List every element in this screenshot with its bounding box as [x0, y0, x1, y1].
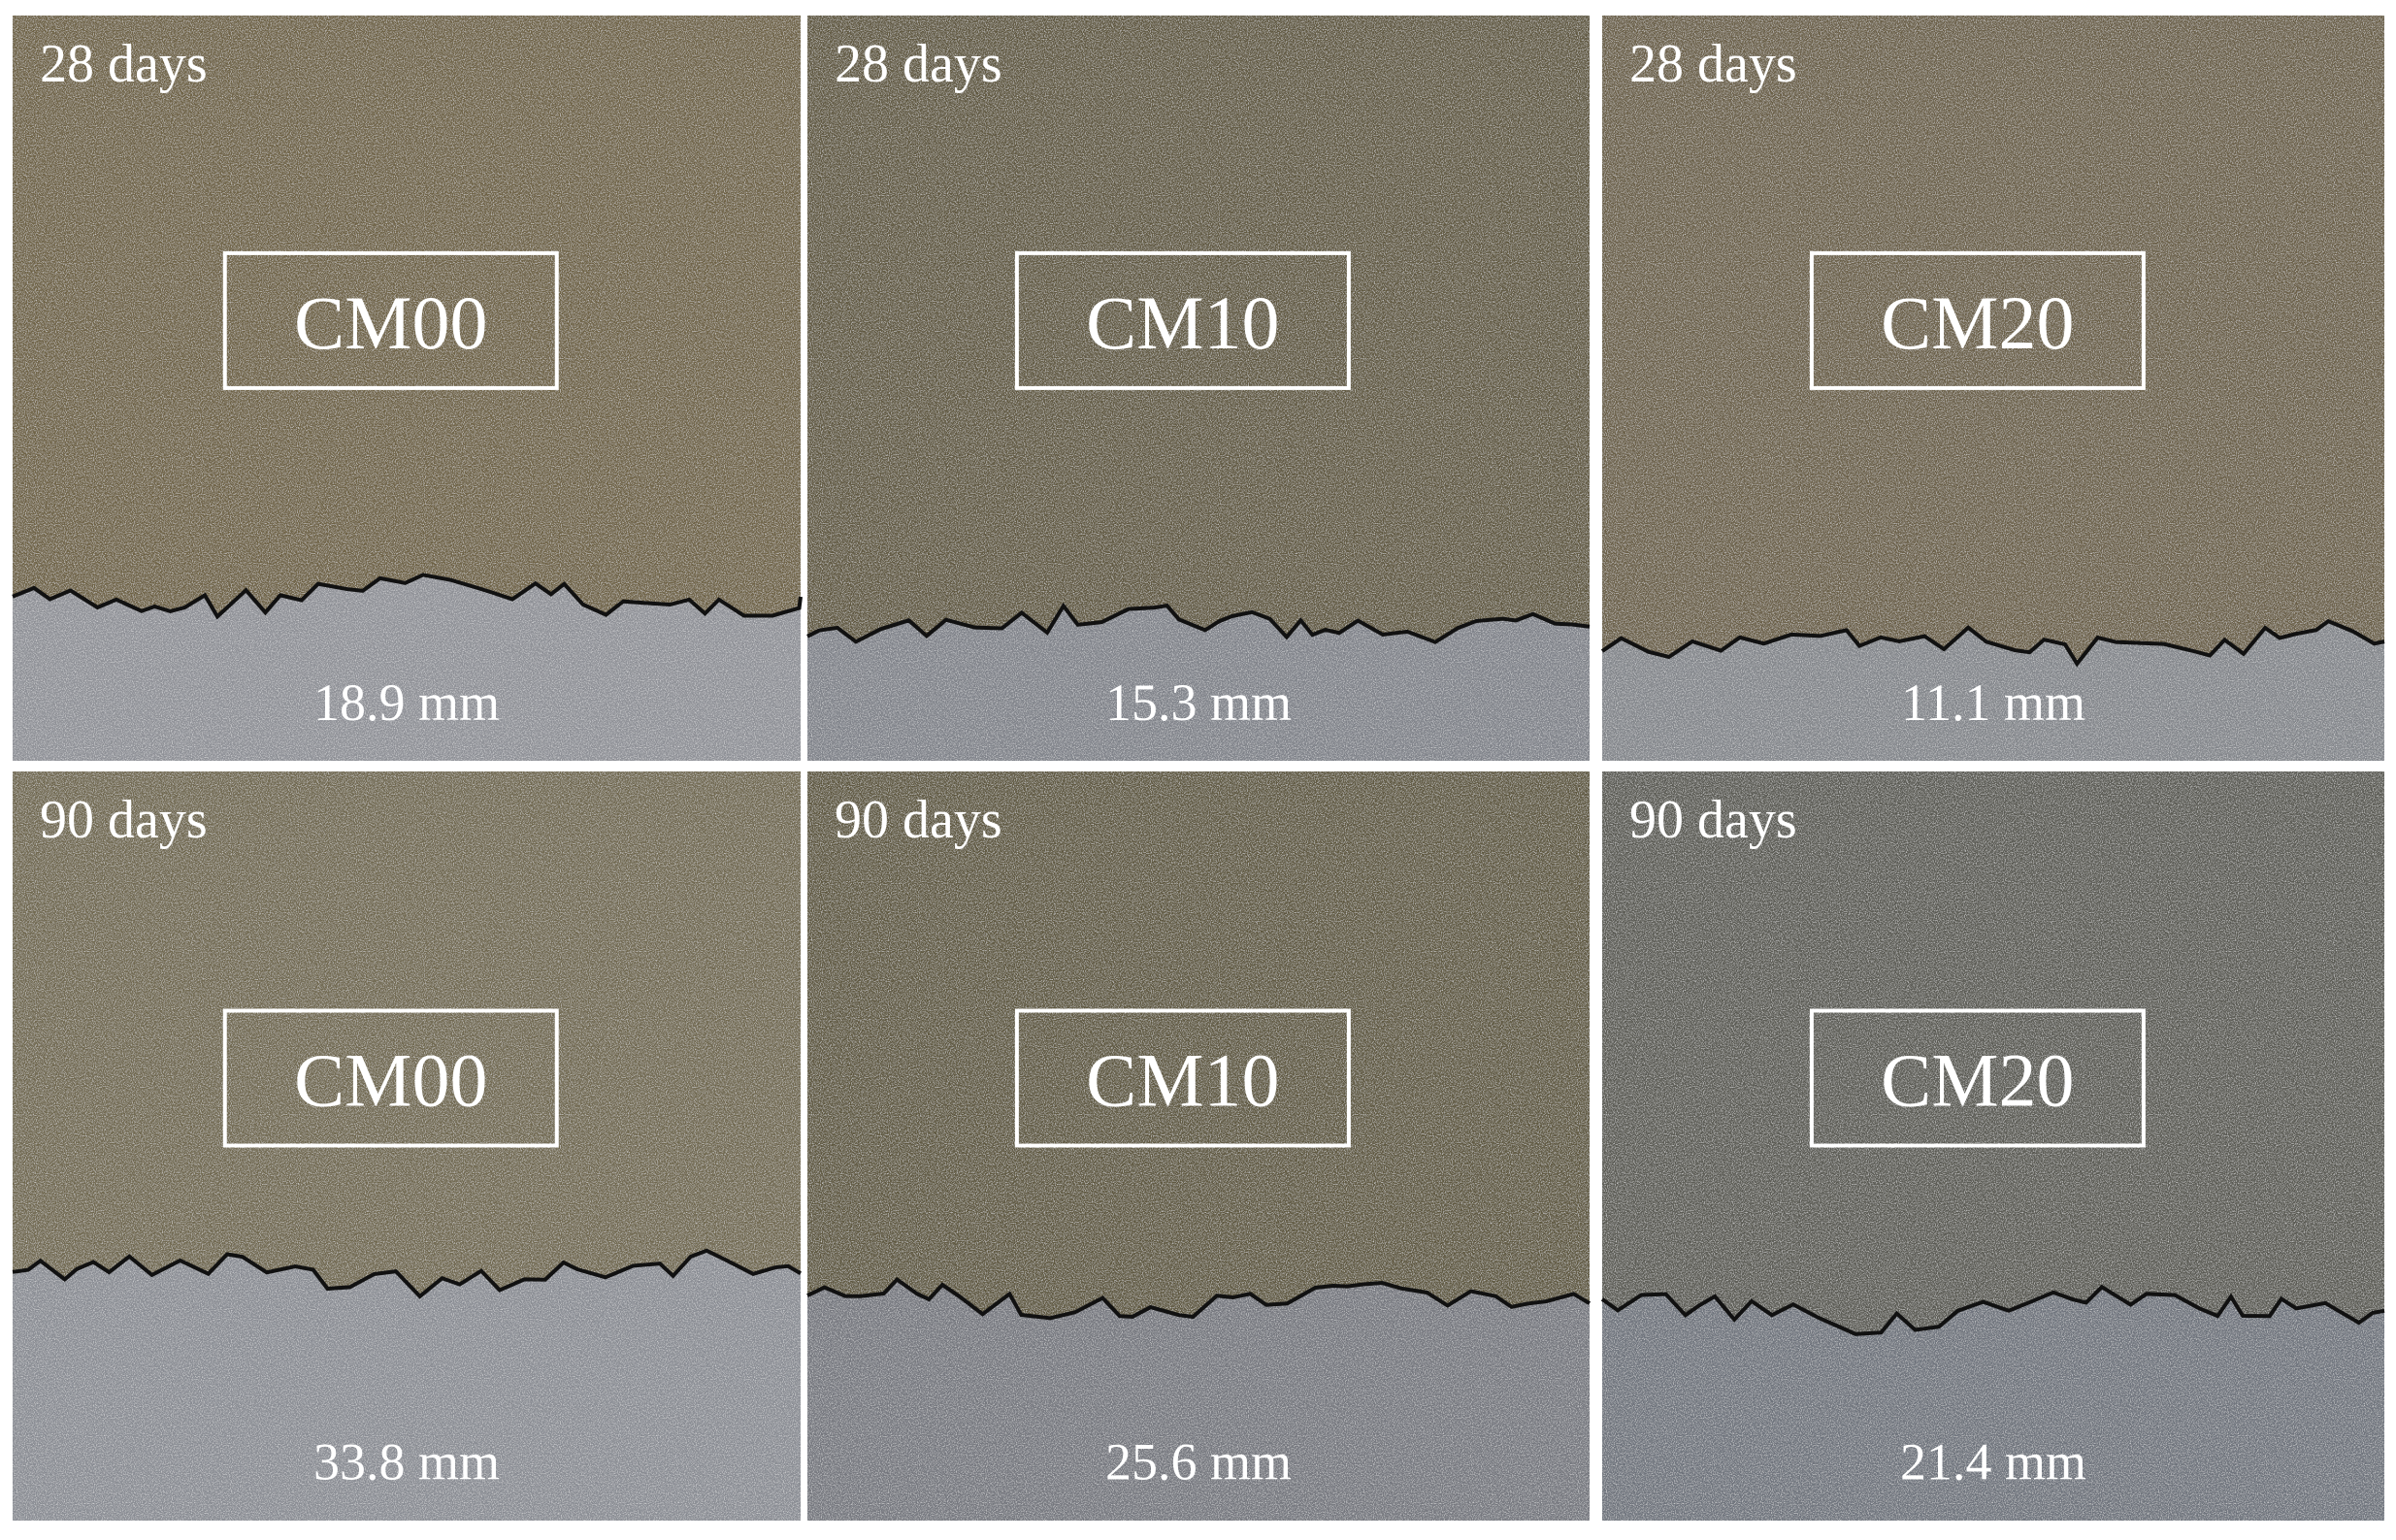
age-label: 90 days	[1629, 790, 1797, 850]
age-label: 28 days	[835, 34, 1002, 94]
carbonation-front	[806, 1276, 1592, 1321]
depth-label: 18.9 mm	[313, 673, 500, 732]
carbonation-front	[12, 573, 803, 620]
carbonation-front	[1600, 1284, 2385, 1336]
age-label: 28 days	[40, 34, 208, 94]
sample-panel: 90 days CM20 21.4 mm	[1600, 771, 2385, 1521]
mix-label: CM20	[1881, 1038, 2074, 1123]
carbonation-front	[12, 1248, 803, 1299]
age-label: 90 days	[40, 790, 208, 850]
sample-panel: 28 days CM00 18.9 mm	[12, 16, 803, 761]
carbonated-zone	[807, 16, 1590, 642]
sample-panel: 90 days CM00 33.8 mm	[12, 771, 803, 1521]
carbonated-zone	[1602, 771, 2384, 1334]
mix-label: CM10	[1086, 280, 1279, 365]
age-label: 90 days	[835, 790, 1002, 850]
sample-panel: 28 days CM20 11.1 mm	[1600, 16, 2385, 761]
mix-box	[1014, 1008, 1351, 1148]
sample-panel: 90 days CM10 25.6 mm	[806, 771, 1592, 1521]
mix-label: CM20	[1881, 280, 2074, 365]
depth-label: 15.3 mm	[1105, 673, 1292, 732]
mix-label: CM00	[294, 280, 487, 365]
carbonated-zone	[1602, 16, 2384, 665]
carbonated-zone	[807, 771, 1590, 1319]
mix-box	[222, 1008, 559, 1148]
carbonated-zone	[13, 16, 801, 617]
mix-label: CM10	[1086, 1038, 1279, 1123]
mix-box	[1014, 250, 1351, 390]
depth-label: 25.6 mm	[1105, 1433, 1292, 1491]
mix-label: CM00	[294, 1038, 487, 1123]
mix-box	[222, 250, 559, 390]
depth-label: 33.8 mm	[313, 1433, 500, 1491]
carbonation-front	[806, 602, 1591, 644]
depth-label: 11.1 mm	[1901, 673, 2085, 732]
mix-box	[1809, 1008, 2146, 1148]
depth-label: 21.4 mm	[1900, 1433, 2086, 1491]
sample-panel: 28 days CM10 15.3 mm	[806, 16, 1591, 761]
carbonated-zone	[13, 771, 801, 1296]
mix-box	[1809, 250, 2146, 390]
carbonation-front	[1600, 618, 2385, 668]
age-label: 28 days	[1629, 34, 1797, 94]
